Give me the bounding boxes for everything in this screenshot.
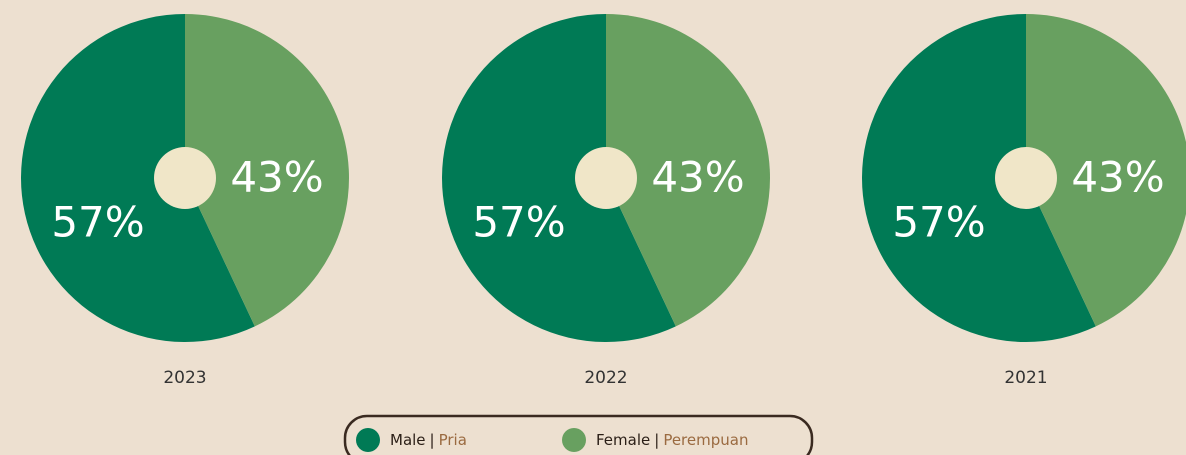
pie-center xyxy=(575,147,637,209)
year-label: 2023 xyxy=(163,368,206,388)
legend-name: Female xyxy=(596,431,650,449)
pie-slice xyxy=(441,14,676,342)
legend-label: Female | Perempuan xyxy=(596,431,748,449)
value-label: 43% xyxy=(230,153,323,202)
value-label: 57% xyxy=(51,198,144,247)
legend-name: Male xyxy=(390,431,426,449)
legend-local: Perempuan xyxy=(663,431,748,449)
pie-slice xyxy=(20,14,255,342)
pie-slice xyxy=(1026,14,1186,327)
legend-swatch xyxy=(562,428,586,452)
value-label: 57% xyxy=(892,198,985,247)
pie-slice xyxy=(861,14,1096,343)
pie-center xyxy=(154,147,216,209)
legend-swatch xyxy=(356,428,380,452)
value-label: 43% xyxy=(651,153,744,202)
legend-local: Pria xyxy=(439,431,467,449)
legend-label: Male | Pria xyxy=(390,431,467,449)
year-label: 2022 xyxy=(584,368,627,388)
legend-separator: | xyxy=(654,431,659,449)
pie-center xyxy=(995,147,1057,209)
legend-box xyxy=(343,414,814,455)
value-label: 43% xyxy=(1071,153,1164,202)
legend-separator: | xyxy=(430,431,435,449)
pie-slice xyxy=(606,14,770,327)
year-label: 2021 xyxy=(1004,368,1047,388)
value-label: 57% xyxy=(472,198,565,247)
pie-slice xyxy=(185,14,349,327)
